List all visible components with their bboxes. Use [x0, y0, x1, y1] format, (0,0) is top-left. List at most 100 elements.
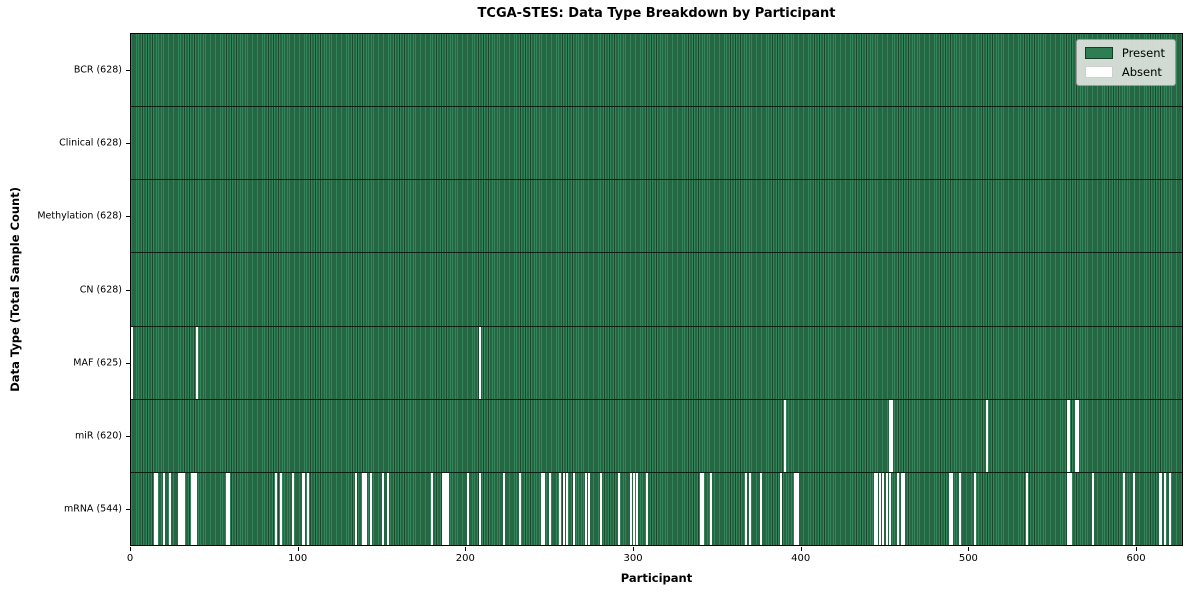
absent-stripe	[1068, 472, 1071, 545]
ytick-label-MAF: MAF (625)	[73, 357, 122, 369]
absent-stripe	[156, 472, 159, 545]
xtick-label-0: 0	[126, 553, 134, 564]
absent-stripe	[542, 472, 545, 545]
ytick-label-Clinical: Clinical (628)	[59, 137, 122, 149]
absent-stripe	[633, 472, 636, 545]
legend: Present Absent	[1075, 39, 1176, 86]
absent-stripe	[447, 472, 450, 545]
absent-stripe	[636, 472, 639, 545]
absent-stripe	[890, 399, 893, 472]
absent-stripe	[194, 472, 197, 545]
row-BCR	[131, 34, 1182, 108]
absent-stripe	[562, 472, 565, 545]
absent-stripe	[885, 472, 888, 545]
absent-stripe	[795, 472, 798, 545]
absent-stripe	[1160, 472, 1163, 545]
xtick-mark	[800, 547, 802, 551]
absent-stripe	[274, 472, 277, 545]
absent-stripe	[306, 472, 309, 545]
absent-stripe	[949, 472, 952, 545]
absent-stripe	[710, 472, 713, 545]
row-Methylation	[131, 180, 1182, 254]
xtick-label-200: 200	[455, 553, 475, 564]
absent-stripe	[1133, 472, 1136, 545]
absent-stripe	[442, 472, 445, 545]
absent-stripe	[177, 472, 180, 545]
row-miR	[131, 399, 1182, 473]
absent-stripe	[1069, 472, 1072, 545]
absent-stripe	[748, 472, 751, 545]
absent-stripe	[879, 472, 882, 545]
xtick-label-500: 500	[958, 553, 978, 564]
absent-stripe	[1158, 472, 1161, 545]
absent-stripe	[361, 472, 364, 545]
row-Clinical	[131, 107, 1182, 181]
xtick-mark	[633, 547, 635, 551]
absent-stripe	[192, 472, 195, 545]
absent-stripe	[745, 472, 748, 545]
absent-stripe	[154, 472, 157, 545]
absent-stripe	[793, 472, 796, 545]
absent-stripe	[783, 399, 786, 472]
row-CN	[131, 253, 1182, 327]
absent-stripe	[365, 472, 368, 545]
absent-stripe	[479, 472, 482, 545]
absent-stripe	[303, 472, 306, 545]
x-axis-label: Participant	[620, 571, 693, 585]
absent-stripe	[1163, 472, 1166, 545]
absent-stripe	[502, 472, 505, 545]
absent-stripe	[1123, 472, 1126, 545]
absent-stripe	[797, 472, 800, 545]
ytick-mark	[126, 436, 130, 438]
ytick-mark	[126, 362, 130, 364]
xtick-label-600: 600	[1126, 553, 1146, 564]
absent-stripe	[900, 472, 903, 545]
xtick-mark	[465, 547, 467, 551]
chart-title: TCGA-STES: Data Type Breakdown by Partic…	[477, 6, 836, 21]
absent-stripe	[279, 472, 282, 545]
xtick-mark	[297, 547, 299, 551]
absent-stripe	[370, 472, 373, 545]
absent-stripe	[646, 472, 649, 545]
absent-stripe	[1068, 399, 1071, 472]
absent-stripe	[1066, 399, 1069, 472]
absent-stripe	[363, 472, 366, 545]
absent-stripe	[430, 472, 433, 545]
heatmap-rows	[131, 34, 1182, 545]
absent-stripe	[902, 472, 905, 545]
absent-stripe	[584, 472, 587, 545]
absent-stripe	[897, 472, 900, 545]
xtick-label-300: 300	[623, 553, 643, 564]
ytick-mark	[126, 142, 130, 144]
ytick-label-miR: miR (620)	[74, 430, 122, 442]
absent-stripe	[1091, 472, 1094, 545]
ytick-label-mRNA: mRNA (544)	[63, 503, 122, 515]
absent-stripe	[291, 472, 294, 545]
ytick-mark	[126, 289, 130, 291]
row-mRNA	[131, 472, 1182, 545]
absent-stripe	[131, 326, 133, 399]
absent-stripe	[355, 472, 358, 545]
absent-stripe	[572, 472, 575, 545]
absent-stripe	[179, 472, 182, 545]
row-MAF	[131, 326, 1182, 400]
ytick-label-BCR: BCR (628)	[73, 64, 122, 76]
present-swatch	[1084, 47, 1113, 59]
absent-stripe	[974, 472, 977, 545]
xtick-mark	[130, 547, 131, 551]
absent-stripe	[467, 472, 470, 545]
absent-stripe	[382, 472, 385, 545]
ytick-mark	[126, 509, 130, 511]
absent-stripe	[566, 472, 569, 545]
absent-stripe	[882, 472, 885, 545]
absent-stripe	[700, 472, 702, 545]
absent-swatch	[1084, 66, 1113, 78]
absent-stripe	[559, 472, 562, 545]
absent-stripe	[1074, 399, 1077, 472]
absent-stripe	[875, 472, 878, 545]
absent-stripe	[780, 472, 783, 545]
absent-stripe	[191, 472, 194, 545]
ytick-mark	[126, 69, 130, 71]
absent-stripe	[301, 472, 304, 545]
legend-item-absent: Absent	[1084, 65, 1165, 79]
